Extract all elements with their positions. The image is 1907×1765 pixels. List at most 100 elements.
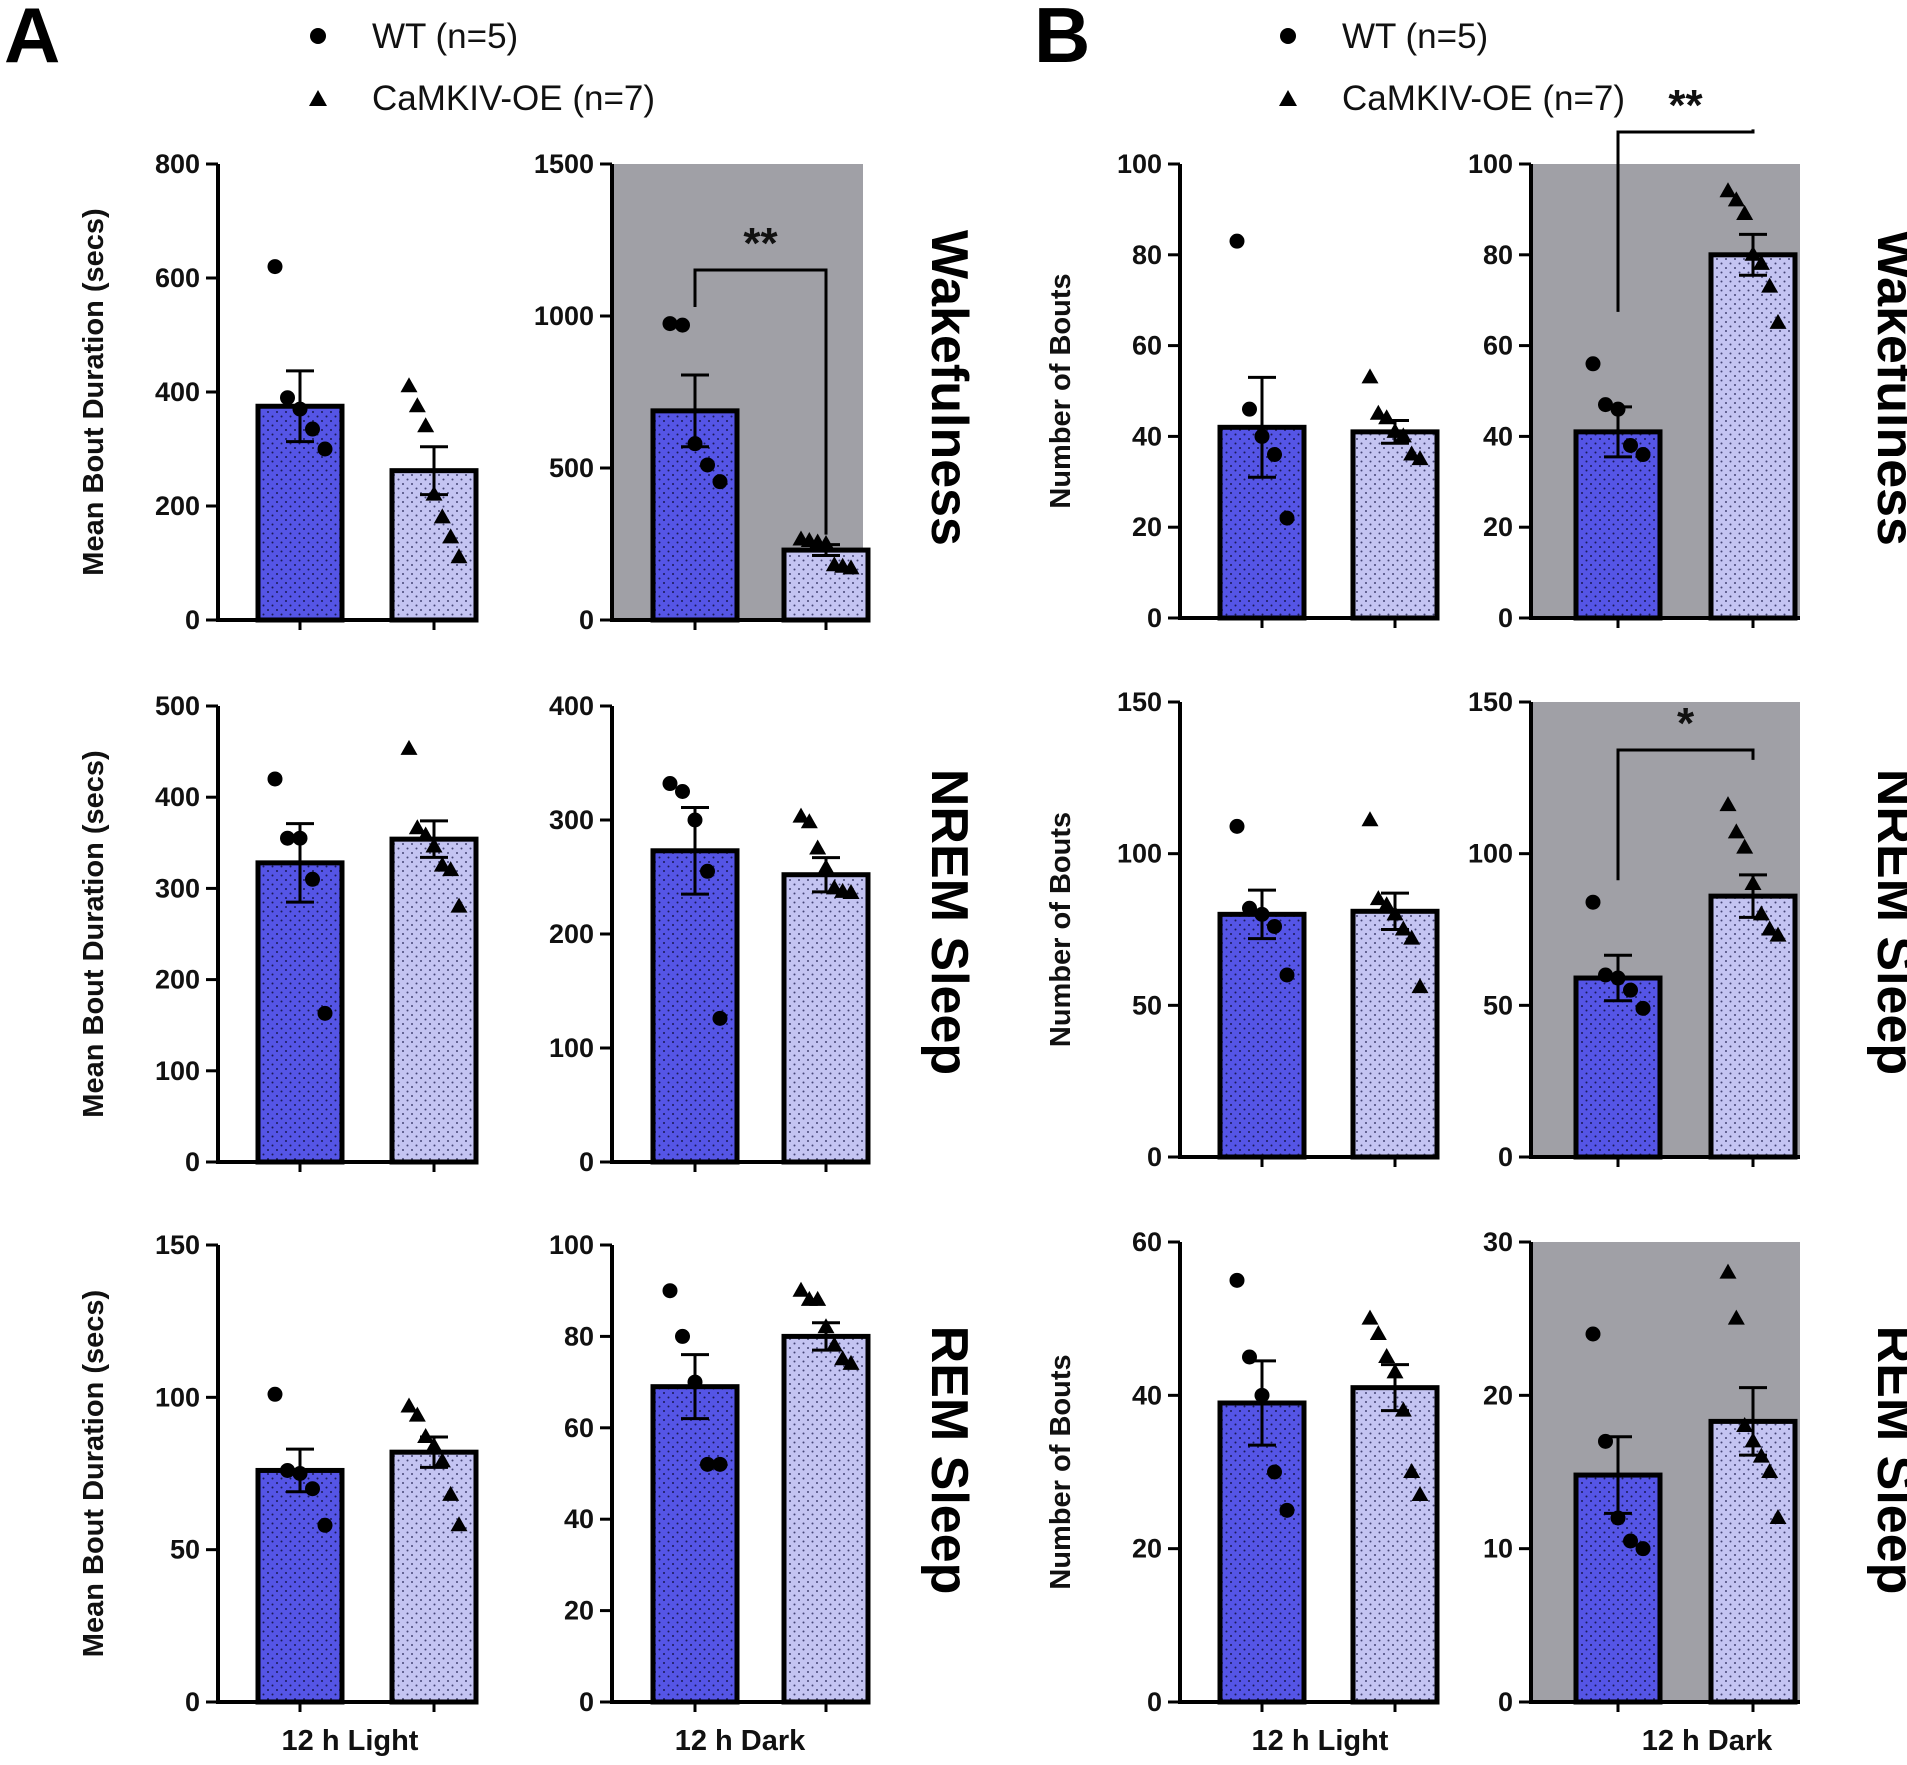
data-point-wt xyxy=(687,812,703,828)
data-point-oe xyxy=(1386,905,1404,921)
data-point-oe xyxy=(800,813,818,829)
significance-label: ** xyxy=(743,219,778,268)
row-title-nrem-a: NREM Sleep xyxy=(920,769,978,1075)
data-point-oe xyxy=(1727,191,1745,207)
data-point-wt xyxy=(1254,1387,1270,1403)
y-axis-title: Number of Bouts xyxy=(1045,273,1077,508)
bar-wt xyxy=(650,1384,740,1705)
data-point-wt xyxy=(1229,818,1245,834)
data-point-oe xyxy=(1394,1401,1412,1417)
data-point-oe xyxy=(1386,422,1404,438)
y-tick-label: 30 xyxy=(1483,1227,1513,1257)
xcat-dark-b: 12 h Dark xyxy=(1642,1725,1773,1757)
data-point-oe xyxy=(450,897,468,913)
y-tick-label: 60 xyxy=(1132,1227,1162,1257)
data-point-wt xyxy=(675,317,690,333)
y-tick-label: 20 xyxy=(564,1596,594,1626)
data-point-oe xyxy=(1769,313,1787,329)
y-tick-label: 100 xyxy=(1468,839,1513,869)
y-tick-label: 200 xyxy=(155,491,200,521)
row-title-rem-b: REM Sleep xyxy=(1866,1326,1907,1595)
data-point-wt xyxy=(267,1386,283,1402)
y-axis-title: Mean Bout Duration (secs) xyxy=(78,750,110,1117)
data-point-wt xyxy=(675,784,690,799)
data-point-wt xyxy=(700,457,715,473)
data-point-oe xyxy=(1736,1417,1754,1432)
y-tick-label: 100 xyxy=(155,1382,200,1412)
y-tick-label: 200 xyxy=(549,919,594,949)
significance-label: * xyxy=(1677,699,1695,748)
chart-a-rem-dark: 0 20 40 60 80 100 xyxy=(549,1230,871,1717)
y-tick-label: 80 xyxy=(1132,240,1162,270)
y-tick-label: 400 xyxy=(155,782,200,812)
data-point-oe xyxy=(1761,277,1779,293)
data-point-wt xyxy=(1585,894,1601,910)
y-tick-label: 0 xyxy=(185,605,200,635)
bar-oe xyxy=(781,1333,871,1705)
data-point-wt xyxy=(1254,906,1270,922)
data-point-oe xyxy=(1361,811,1379,827)
data-point-oe xyxy=(1769,1509,1787,1524)
data-point-wt xyxy=(292,830,308,846)
data-point-wt xyxy=(712,474,728,490)
data-point-wt xyxy=(1585,356,1601,372)
data-point-wt xyxy=(1267,447,1282,463)
chart-a-nrem-dark: 0 100 200 300 400 xyxy=(549,691,871,1177)
panel-letter-b: B xyxy=(1034,0,1090,79)
y-tick-label: 100 xyxy=(1468,149,1513,179)
y-tick-label: 40 xyxy=(1132,421,1162,451)
bar-wt xyxy=(650,848,740,1165)
panel-letter-a: A xyxy=(4,0,60,79)
data-point-wt xyxy=(1229,1272,1245,1288)
data-point-wt xyxy=(292,401,308,417)
bar-oe xyxy=(389,836,479,1165)
y-axis-title: Number of Bouts xyxy=(1045,812,1077,1047)
chart-b-rem-light: 0 20 40 60 Number of Bouts xyxy=(1045,1227,1440,1717)
data-point-oe xyxy=(817,1318,835,1334)
y-tick-label: 60 xyxy=(564,1413,594,1443)
chart-b-wake-dark: 0 20 40 60 80 100 ** xyxy=(1468,81,1800,633)
data-point-oe xyxy=(442,1485,460,1501)
data-point-oe xyxy=(1411,450,1429,466)
significance-bracket xyxy=(1616,129,1755,312)
data-point-wt xyxy=(700,863,715,879)
y-tick-label: 1500 xyxy=(534,149,594,179)
data-point-oe xyxy=(1369,890,1387,906)
data-point-oe xyxy=(1369,404,1387,420)
y-tick-label: 20 xyxy=(1483,1380,1513,1410)
data-point-wt xyxy=(1242,900,1257,916)
y-axis-title: Mean Bout Duration (secs) xyxy=(78,208,110,575)
legend-oe-marker xyxy=(1279,90,1297,106)
y-tick-label: 0 xyxy=(579,1687,594,1717)
xcat-light-b: 12 h Light xyxy=(1252,1725,1389,1757)
y-tick-label: 600 xyxy=(155,263,200,293)
data-point-oe xyxy=(417,417,435,433)
y-tick-label: 40 xyxy=(1483,421,1513,451)
data-point-wt xyxy=(662,316,678,332)
xcat-dark-a: 12 h Dark xyxy=(675,1725,806,1757)
data-point-wt xyxy=(280,1462,295,1478)
data-point-oe xyxy=(1744,875,1762,890)
data-point-wt xyxy=(662,1283,678,1299)
data-point-oe xyxy=(1361,368,1379,384)
row-title-wake-b: Wakefulness xyxy=(1866,230,1907,546)
data-point-oe xyxy=(1769,926,1787,942)
data-point-oe xyxy=(809,839,827,855)
y-tick-label: 0 xyxy=(1498,603,1513,633)
y-tick-label: 300 xyxy=(155,873,200,903)
y-tick-label: 0 xyxy=(579,605,594,635)
y-tick-label: 400 xyxy=(155,377,200,407)
data-point-oe xyxy=(1378,1348,1396,1363)
data-point-wt xyxy=(1610,970,1626,986)
row-title-wake-a: Wakefulness xyxy=(920,230,978,546)
data-point-oe xyxy=(1403,1463,1421,1478)
data-point-oe xyxy=(1361,1309,1379,1325)
data-point-oe xyxy=(1411,978,1429,994)
data-point-oe xyxy=(442,861,460,877)
y-tick-label: 20 xyxy=(1132,512,1162,542)
y-tick-label: 400 xyxy=(549,691,594,721)
y-tick-label: 50 xyxy=(1132,990,1162,1020)
y-tick-label: 150 xyxy=(155,1230,200,1260)
data-point-oe xyxy=(1719,182,1737,198)
